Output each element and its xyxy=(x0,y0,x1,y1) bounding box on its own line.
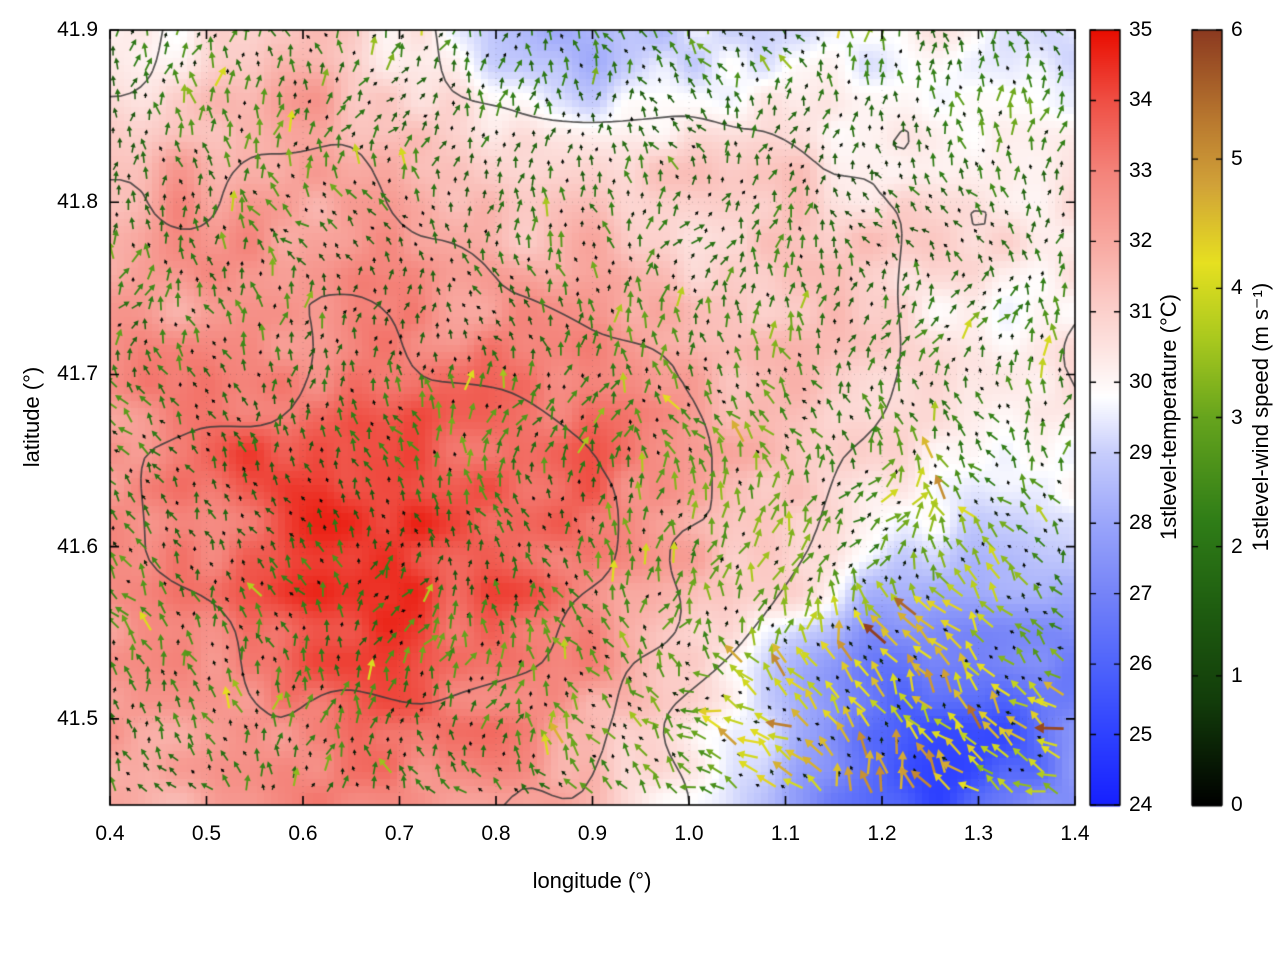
wind-tick-3: 3 xyxy=(1231,405,1243,429)
y-tick-41.9: 41.9 xyxy=(57,18,98,41)
temp-tick-26: 26 xyxy=(1129,652,1153,676)
wind-tick-5: 5 xyxy=(1231,147,1243,171)
wind-tick-1: 1 xyxy=(1231,663,1243,687)
temp-tick-28: 28 xyxy=(1129,511,1153,535)
x-tick-0.7: 0.7 xyxy=(384,822,415,845)
y-tick-41.5: 41.5 xyxy=(57,706,98,730)
temp-tick-29: 29 xyxy=(1129,440,1153,464)
temperature-colorbar-label: 1stlevel-temperature (°C) xyxy=(1156,294,1181,540)
x-tick-1.2: 1.2 xyxy=(867,822,897,845)
y-axis-label: latitude (°) xyxy=(19,366,44,468)
temp-tick-25: 25 xyxy=(1129,722,1153,746)
wind-tick-4: 4 xyxy=(1231,276,1243,300)
windspeed-colorbar-label: 1stlevel-wind speed (m s⁻¹) xyxy=(1248,282,1273,552)
x-tick-0.6: 0.6 xyxy=(288,822,318,845)
x-tick-1.4: 1.4 xyxy=(1060,822,1090,845)
temp-tick-33: 33 xyxy=(1129,158,1153,182)
temp-tick-31: 31 xyxy=(1129,299,1153,323)
x-tick-1.3: 1.3 xyxy=(963,822,994,845)
y-tick-41.8: 41.8 xyxy=(57,190,98,214)
temp-tick-32: 32 xyxy=(1129,229,1153,253)
wind-tick-6: 6 xyxy=(1231,18,1243,41)
x-axis-label: longitude (°) xyxy=(532,868,652,893)
wind-tick-2: 2 xyxy=(1231,534,1243,558)
x-tick-0.4: 0.4 xyxy=(95,822,125,845)
wind-tick-0: 0 xyxy=(1231,793,1243,816)
temp-tick-34: 34 xyxy=(1129,88,1153,112)
x-tick-1.1: 1.1 xyxy=(770,822,801,845)
temp-tick-27: 27 xyxy=(1129,581,1153,605)
x-tick-0.9: 0.9 xyxy=(577,822,608,845)
temp-tick-30: 30 xyxy=(1129,370,1153,394)
temp-tick-35: 35 xyxy=(1129,18,1153,41)
y-tick-41.7: 41.7 xyxy=(57,362,98,386)
x-tick-0.8: 0.8 xyxy=(481,822,511,845)
temp-tick-24: 24 xyxy=(1129,793,1153,816)
y-tick-41.6: 41.6 xyxy=(57,534,98,558)
x-tick-0.5: 0.5 xyxy=(191,822,222,845)
x-tick-1.0: 1.0 xyxy=(674,822,704,845)
